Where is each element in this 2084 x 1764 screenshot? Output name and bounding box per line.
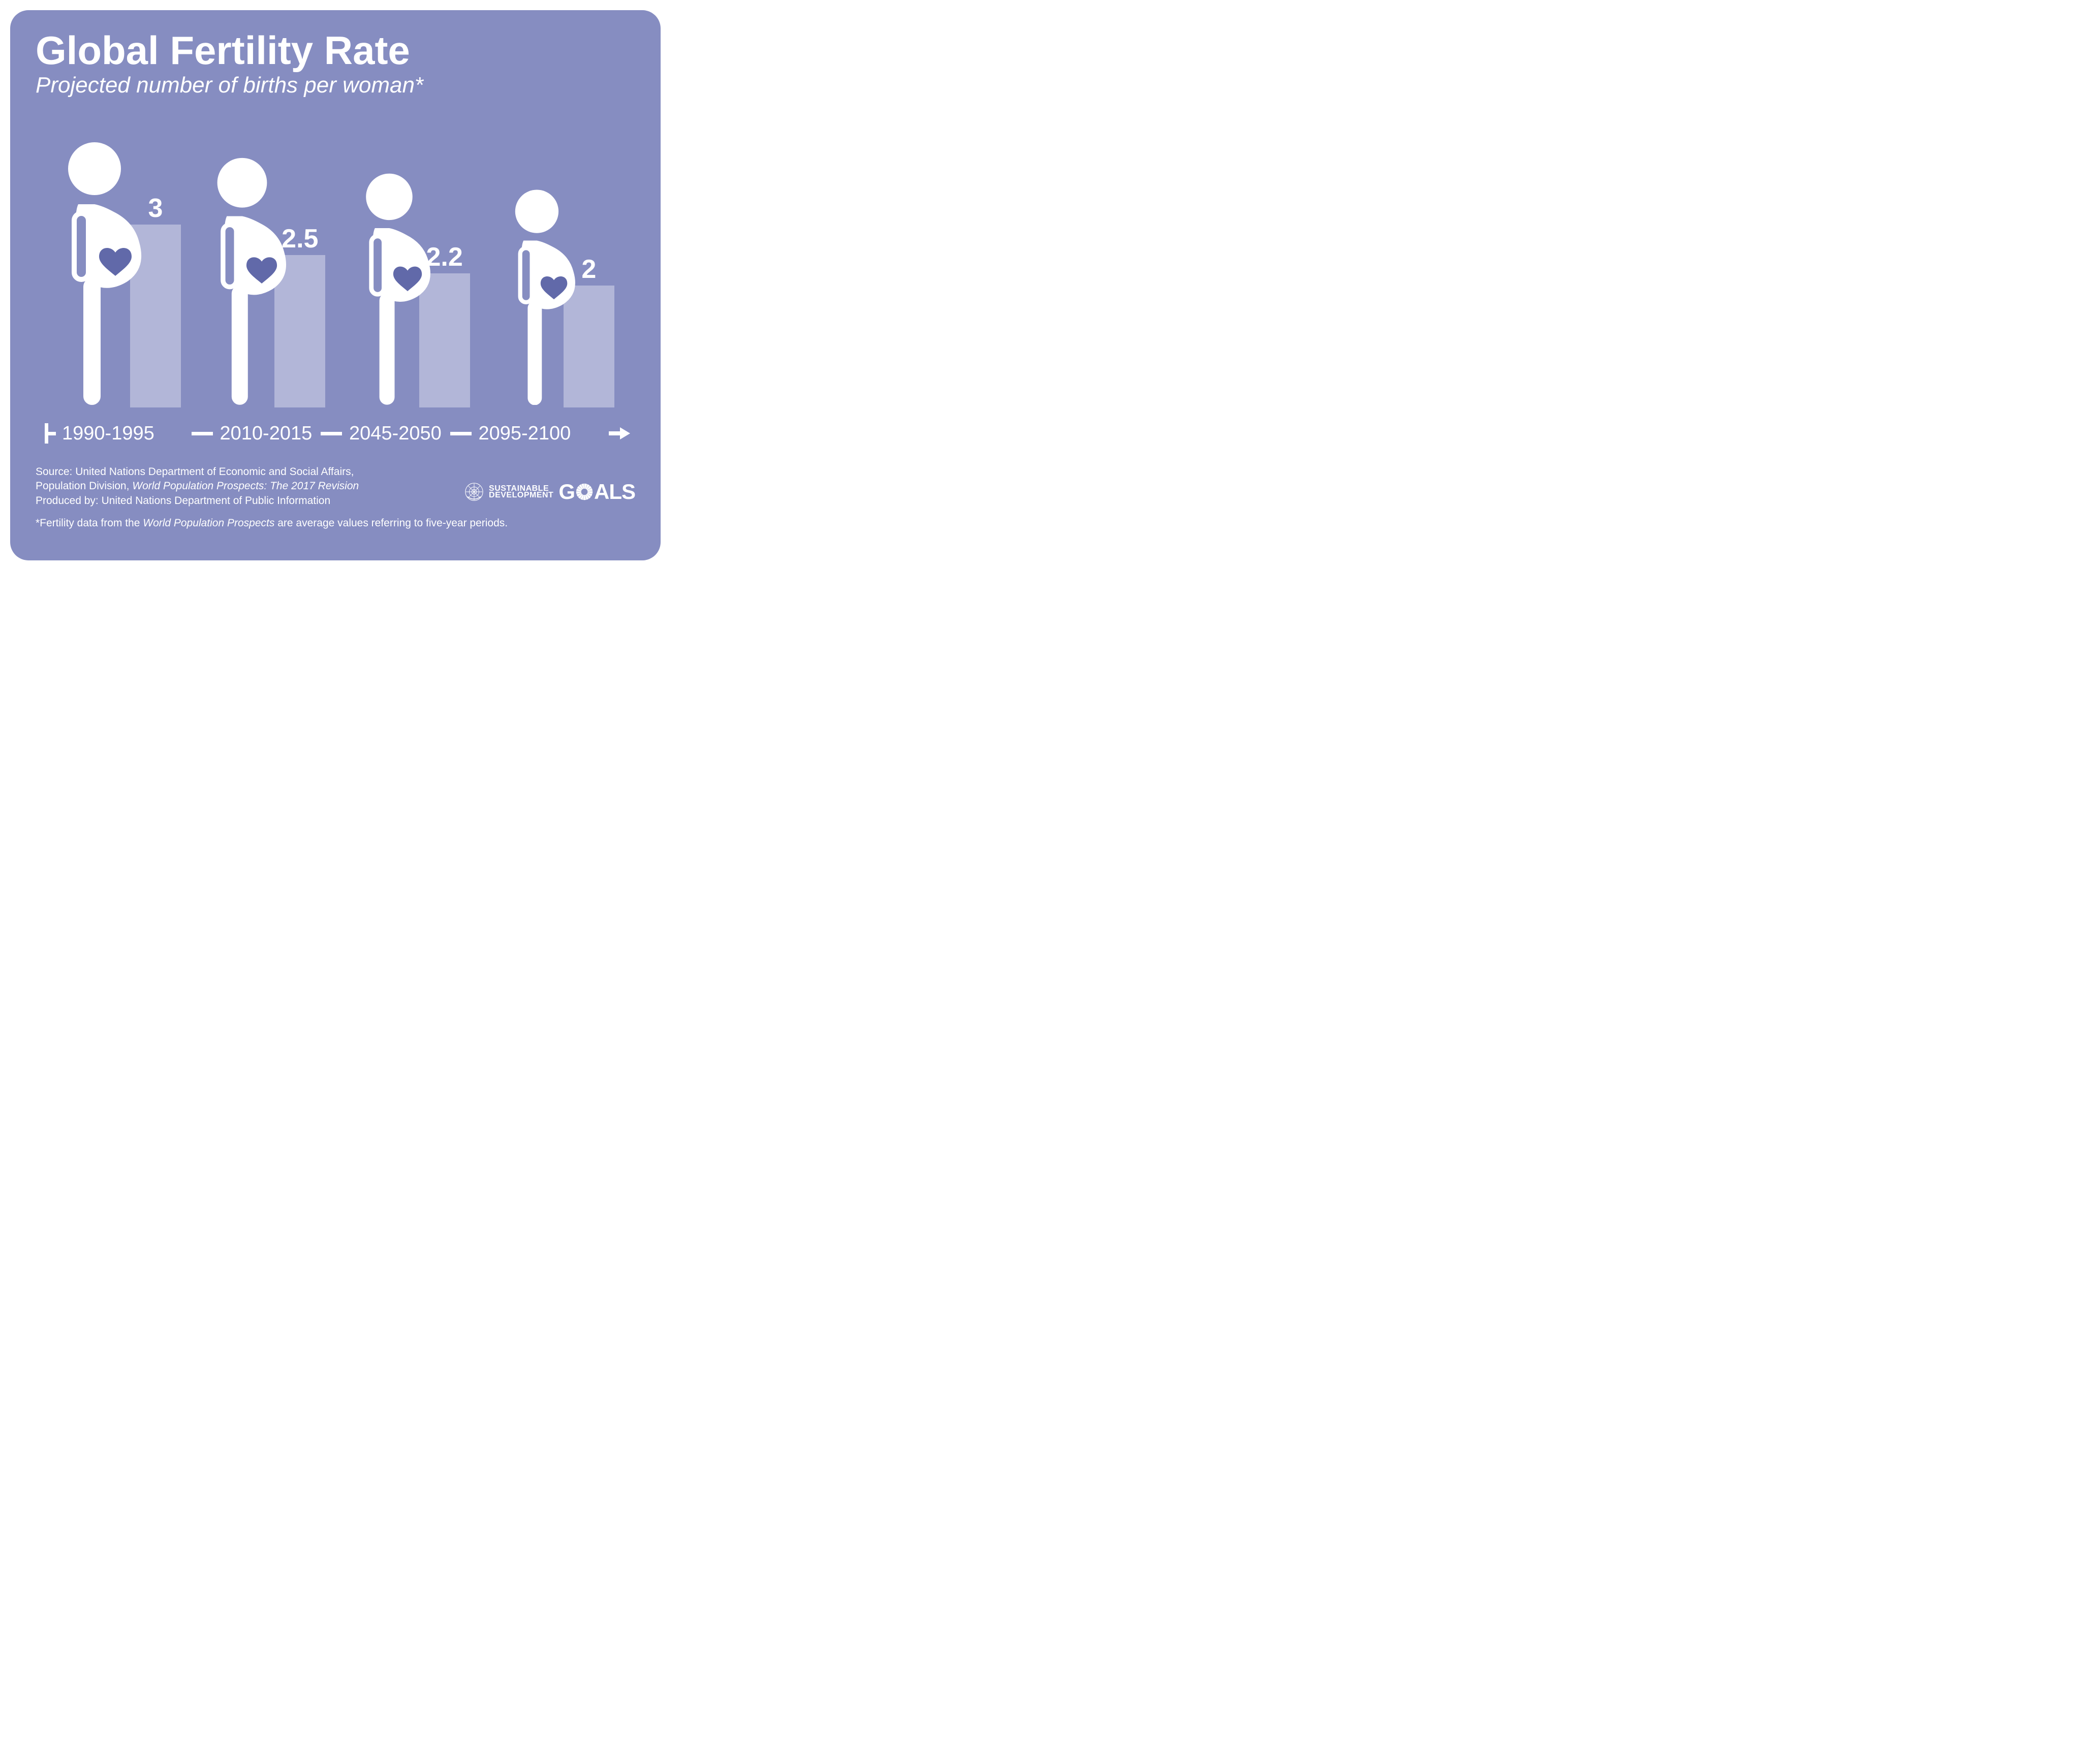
figure-icon-wrap xyxy=(348,172,433,407)
source-text: Source: United Nations Department of Eco… xyxy=(36,465,359,508)
data-point: 2 xyxy=(483,123,630,407)
figure-icon-wrap xyxy=(48,141,144,407)
axis-label: 2095-2100 xyxy=(450,423,580,445)
footer: Source: United Nations Department of Eco… xyxy=(36,465,635,508)
axis-period: 1990-1995 xyxy=(62,423,154,445)
axis-dash-icon xyxy=(192,432,213,435)
footnote-a: *Fertility data from the xyxy=(36,517,143,529)
pregnant-woman-icon xyxy=(348,172,433,405)
infographic-card: Global Fertility Rate Projected number o… xyxy=(10,10,661,560)
chart-area: 3 2.5 2.2 xyxy=(36,123,635,407)
source-line2-em: World Population Prospects: The 2017 Rev… xyxy=(132,480,359,492)
sdg-text: SUSTAINABLE DEVELOPMENT xyxy=(489,485,553,498)
axis-arrow-icon xyxy=(609,426,630,441)
goals-als: ALS xyxy=(594,480,635,504)
timeline-axis: 1990-1995 2010-2015 2045-2050 2095-2100 xyxy=(36,423,635,445)
goals-g: G xyxy=(558,480,575,504)
axis-tail xyxy=(579,426,630,441)
pregnant-woman-icon xyxy=(48,141,144,405)
source-line2a: Population Division, xyxy=(36,480,132,492)
axis-start-tick-icon xyxy=(45,423,56,444)
axis-period: 2010-2015 xyxy=(220,423,313,445)
axis-label: 2010-2015 xyxy=(192,423,321,445)
subtitle: Projected number of births per woman* xyxy=(36,73,635,98)
title: Global Fertility Rate xyxy=(36,30,635,71)
source-line1: Source: United Nations Department of Eco… xyxy=(36,466,354,478)
figure-icon-wrap xyxy=(198,156,289,407)
axis-dash-icon xyxy=(321,432,342,435)
sdg-wheel-icon xyxy=(575,483,594,501)
data-point: 2.2 xyxy=(335,123,483,407)
axis-label: 2045-2050 xyxy=(321,423,450,445)
goals-wordmark: G ALS xyxy=(558,480,635,504)
un-emblem-icon xyxy=(464,482,484,501)
axis-period: 2095-2100 xyxy=(479,423,571,445)
pregnant-woman-icon xyxy=(198,156,289,405)
axis-dash-icon xyxy=(450,432,472,435)
bar-value: 2 xyxy=(581,254,596,285)
sdg-line2: DEVELOPMENT xyxy=(489,492,553,498)
footnote-b: are average values referring to five-yea… xyxy=(274,517,508,529)
footnote: *Fertility data from the World Populatio… xyxy=(36,517,635,529)
footnote-em: World Population Prospects xyxy=(143,517,274,529)
bar-value: 3 xyxy=(148,193,163,224)
data-point: 2.5 xyxy=(188,123,335,407)
figure-icon-wrap xyxy=(499,188,578,407)
axis-period: 2045-2050 xyxy=(349,423,442,445)
source-line3: Produced by: United Nations Department o… xyxy=(36,495,330,507)
data-point: 3 xyxy=(41,123,188,407)
sdg-logo: SUSTAINABLE DEVELOPMENT G ALS xyxy=(464,480,635,504)
axis-label: 1990-1995 xyxy=(62,423,192,445)
pregnant-woman-icon xyxy=(499,188,578,405)
